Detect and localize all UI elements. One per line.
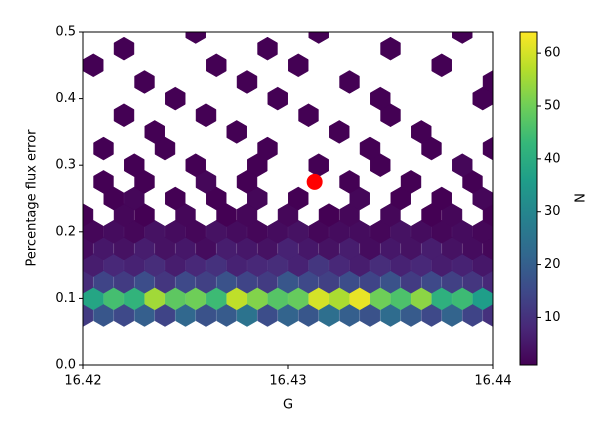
hex-layer (83, 32, 493, 327)
hex-cell (431, 186, 452, 211)
x-tick-label: 16.43 (269, 374, 306, 389)
colorbar-tick-label: 30 (544, 204, 561, 219)
hex-cell (93, 136, 114, 161)
hex-cell (124, 153, 145, 177)
hex-cell (339, 170, 360, 194)
colorbar-tick-label: 50 (544, 99, 561, 114)
y-axis-label: Percentage flux error (25, 129, 40, 267)
hex-cell (288, 53, 309, 78)
hex-cell (339, 70, 360, 94)
colorbar-label: N (571, 193, 586, 203)
hex-cell (431, 53, 452, 78)
hex-cell (380, 36, 401, 61)
hex-cell (452, 153, 473, 177)
hex-cell (359, 136, 381, 161)
hex-cell (83, 53, 104, 78)
hex-cell (113, 103, 135, 128)
y-tick-label: 0.3 (55, 158, 76, 173)
hex-cell (288, 186, 309, 211)
hex-cell (113, 36, 135, 61)
hex-cell (83, 203, 94, 227)
y-tick-label: 0.1 (55, 291, 76, 306)
hex-cell (165, 86, 186, 111)
hex-cell (185, 32, 206, 44)
hex-cell (257, 36, 278, 61)
y-tick-label: 0.5 (55, 25, 76, 40)
hex-cell (482, 136, 493, 161)
colorbar-tick-label: 20 (544, 257, 561, 272)
hex-cell (411, 120, 432, 144)
hex-cell (134, 70, 155, 94)
hex-cell (318, 203, 340, 227)
y-tick-label: 0.2 (55, 224, 76, 239)
colorbar-tick-label: 10 (544, 310, 561, 325)
y-tick-label: 0.0 (55, 358, 76, 373)
hex-cell (195, 103, 217, 128)
hex-cell (267, 86, 288, 111)
hex-cell (226, 120, 247, 144)
highlight-point (306, 173, 323, 190)
hex-cell (93, 170, 114, 194)
x-tick-label: 16.42 (64, 374, 101, 389)
hex-cell (185, 153, 206, 177)
hex-cell (308, 32, 329, 44)
hex-cell (165, 186, 186, 211)
colorbar-tick-label: 40 (544, 151, 561, 166)
x-axis-label: G (283, 398, 293, 413)
hex-cell (308, 153, 329, 177)
hex-cell (400, 170, 422, 194)
hex-cell (482, 70, 493, 94)
hex-cell (329, 120, 350, 144)
y-tick-label: 0.4 (55, 91, 76, 106)
hex-cell (298, 103, 319, 128)
x-tick-label: 16.44 (474, 374, 511, 389)
colorbar-tick-label: 60 (544, 46, 561, 61)
hex-cell (257, 136, 278, 161)
hex-cell (452, 32, 473, 44)
hex-cell (236, 70, 258, 94)
hex-cell (206, 53, 227, 78)
hex-cell (370, 86, 391, 111)
colorbar (519, 31, 538, 366)
hex-cell (144, 120, 165, 144)
